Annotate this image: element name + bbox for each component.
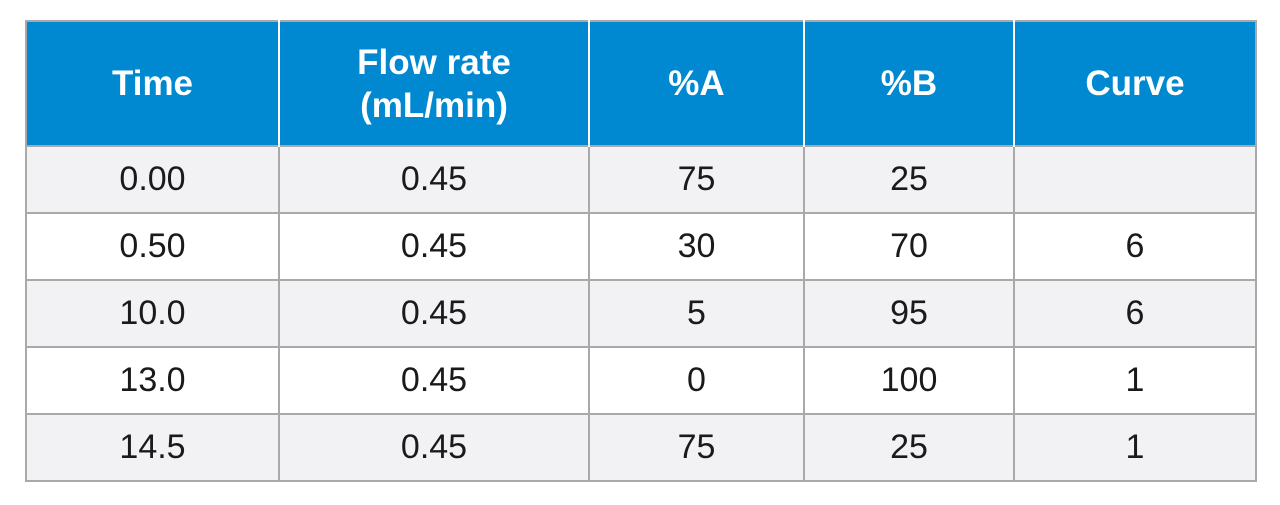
cell-percent-a: 75 [588, 413, 805, 482]
header-flow-rate-label: Flow rate [357, 42, 511, 82]
cell-curve: 6 [1013, 279, 1257, 348]
cell-flow-rate: 0.45 [278, 212, 590, 281]
table-body: 0.00 0.45 75 25 0.50 0.45 30 70 6 10.0 0… [25, 145, 1257, 482]
cell-curve: 6 [1013, 212, 1257, 281]
header-flow-rate: Flow rate (mL/min) [278, 21, 589, 146]
header-percent-a: %A [588, 21, 804, 146]
cell-percent-a: 5 [588, 279, 805, 348]
cell-percent-b: 25 [803, 413, 1015, 482]
cell-percent-b: 95 [803, 279, 1015, 348]
gradient-table: Time Flow rate (mL/min) %A %B Curve 0.00… [25, 20, 1257, 482]
table-row: 0.50 0.45 30 70 6 [25, 212, 1257, 281]
cell-curve: 1 [1013, 346, 1257, 415]
cell-percent-a: 75 [588, 145, 805, 214]
cell-time: 0.50 [25, 212, 280, 281]
cell-time: 14.5 [25, 413, 280, 482]
header-curve: Curve [1013, 21, 1256, 146]
table-row: 10.0 0.45 5 95 6 [25, 279, 1257, 348]
cell-curve [1013, 145, 1257, 214]
table-header: Time Flow rate (mL/min) %A %B Curve [26, 21, 1256, 146]
cell-flow-rate: 0.45 [278, 413, 590, 482]
cell-curve: 1 [1013, 413, 1257, 482]
gradient-table-container: Time Flow rate (mL/min) %A %B Curve 0.00… [25, 20, 1257, 482]
cell-percent-a: 30 [588, 212, 805, 281]
cell-time: 0.00 [25, 145, 280, 214]
header-flow-rate-unit: (mL/min) [360, 85, 508, 125]
cell-time: 13.0 [25, 346, 280, 415]
header-row: Time Flow rate (mL/min) %A %B Curve [26, 21, 1256, 146]
table-row: 13.0 0.45 0 100 1 [25, 346, 1257, 415]
cell-flow-rate: 0.45 [278, 145, 590, 214]
table-row: 0.00 0.45 75 25 [25, 145, 1257, 214]
table-row: 14.5 0.45 75 25 1 [25, 413, 1257, 482]
cell-flow-rate: 0.45 [278, 279, 590, 348]
cell-percent-b: 25 [803, 145, 1015, 214]
cell-time: 10.0 [25, 279, 280, 348]
cell-percent-b: 100 [803, 346, 1015, 415]
cell-percent-b: 70 [803, 212, 1015, 281]
header-time: Time [26, 21, 279, 146]
cell-flow-rate: 0.45 [278, 346, 590, 415]
header-percent-b: %B [803, 21, 1014, 146]
cell-percent-a: 0 [588, 346, 805, 415]
